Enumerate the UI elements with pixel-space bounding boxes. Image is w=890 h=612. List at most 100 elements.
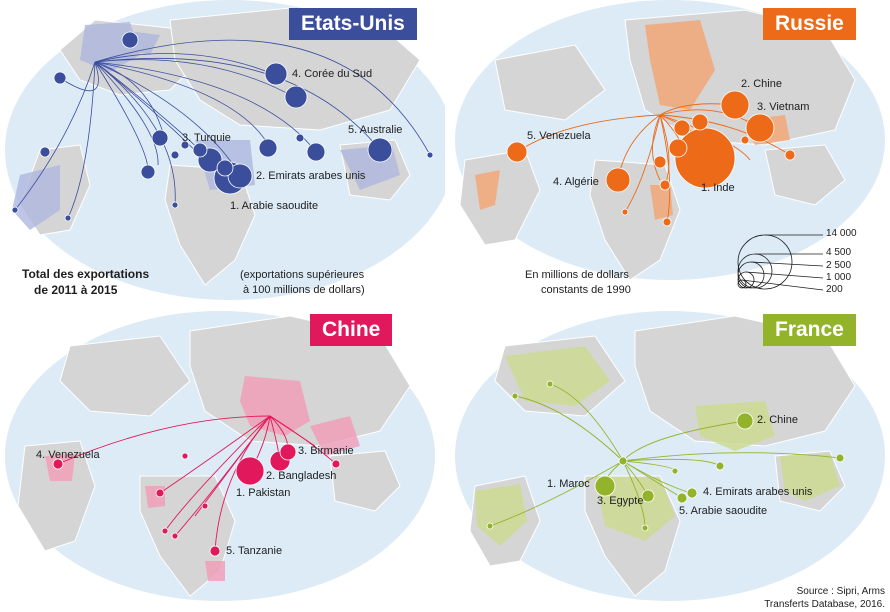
size-legend xyxy=(737,234,824,291)
units-note-line1: En millions de dollars xyxy=(525,269,629,281)
bubble-maroc xyxy=(594,475,616,497)
bubble-japon xyxy=(284,85,308,109)
usa-label-turquie: 3. Turquie xyxy=(182,132,231,144)
china-label-bangladesh: 2. Bangladesh xyxy=(266,470,337,482)
bubble-maroc xyxy=(171,201,179,209)
bubble-afrique-du-sud xyxy=(641,524,649,532)
bubble-tanzanie xyxy=(209,545,221,557)
usa-label-emirats: 2. Emirats arabes unis xyxy=(256,170,366,182)
bubble-bresil xyxy=(11,206,19,214)
bubble-egypte xyxy=(641,489,655,503)
bubble-nigeria xyxy=(621,208,629,216)
bubble-canada xyxy=(121,31,139,49)
source-line1: Source : Sipri, Arms xyxy=(796,586,885,597)
china-label-pakistan: 1. Pakistan xyxy=(236,487,291,499)
china-label-birmanie: 3. Birmanie xyxy=(298,445,354,457)
bubble-singapour xyxy=(835,453,845,463)
china-shaded-countries xyxy=(45,376,360,581)
units-note-line2: constants de 1990 xyxy=(541,284,631,296)
russia-label-venezuela: 5. Venezuela xyxy=(527,130,591,142)
france-panel: France 2. Chine 1. Maroc 3. Egypte 4. Em… xyxy=(445,306,890,612)
bubble-chili xyxy=(64,214,72,222)
bubble-birmanie xyxy=(279,443,297,461)
bubble-emirats-arabes-unis xyxy=(227,163,253,189)
russia-panel: Russie 2. Chine 3. Vietnam 5. Venezuela … xyxy=(445,0,890,306)
china-title: Chine xyxy=(310,314,393,346)
russia-label-chine: 2. Chine xyxy=(741,78,782,90)
total-exports-line2: de 2011 à 2015 xyxy=(34,283,118,297)
bubble-egypte xyxy=(140,164,156,180)
legend-value-1000: 1 000 xyxy=(826,272,852,283)
bubble-venezuela xyxy=(506,141,528,163)
bubble-australie xyxy=(367,137,393,163)
legend-value-200: 200 xyxy=(826,284,843,295)
russia-export-bubbles xyxy=(506,90,796,227)
usa-panel: Etats-Unis 4. Corée du Sud 3. Turquie 5.… xyxy=(0,0,445,306)
bubble-qatar xyxy=(671,467,679,475)
bubble-irak xyxy=(668,138,688,158)
threshold-note-line2: à 100 millions de dollars) xyxy=(243,284,365,296)
total-exports-line1: Total des exportations xyxy=(22,267,150,281)
bubble-venezuela xyxy=(52,458,64,470)
usa-map xyxy=(0,0,445,306)
usa-label-arabie-saoudite: 1. Arabie saoudite xyxy=(230,200,319,212)
russia-label-inde: 1. Inde xyxy=(701,182,735,194)
bubble-france xyxy=(618,456,628,466)
bubble-nigeria xyxy=(155,488,165,498)
france-label-egypte: 3. Egypte xyxy=(597,495,644,507)
bubble-singapour xyxy=(295,133,305,143)
bubble-chine xyxy=(720,90,750,120)
russia-title: Russie xyxy=(763,8,856,40)
bubble-kazakhstan xyxy=(691,113,709,131)
bubble-syrie xyxy=(653,155,667,169)
bubble-bresil xyxy=(486,522,494,530)
russia-map xyxy=(445,0,890,306)
china-panel: Chine 4. Venezuela 3. Birmanie 2. Bangla… xyxy=(0,306,445,612)
threshold-note-line1: (exportations supérieures xyxy=(240,269,365,281)
france-label-emirats: 4. Emirats arabes unis xyxy=(703,486,813,498)
france-shaded-countries xyxy=(475,346,840,546)
legend-value-4500: 4 500 xyxy=(826,247,852,258)
russia-label-algerie: 4. Algérie xyxy=(553,176,599,188)
bubble-inde xyxy=(715,461,725,471)
bubble-pakistan xyxy=(235,456,265,486)
bubble-myanmar xyxy=(740,135,750,145)
france-label-maroc: 1. Maroc xyxy=(547,478,590,490)
bubble-indonesie xyxy=(784,149,796,161)
russia-label-vietnam: 3. Vietnam xyxy=(757,101,810,113)
china-label-venezuela: 4. Venezuela xyxy=(36,449,100,461)
france-map xyxy=(445,306,890,612)
china-export-bubbles xyxy=(52,443,341,557)
bubble-ouganda xyxy=(662,217,672,227)
bubble-chine xyxy=(736,412,754,430)
bubble-emirats-arabes-unis xyxy=(686,487,698,499)
bubble-qatar xyxy=(216,159,234,177)
bubble-soudan xyxy=(201,502,209,510)
usa-label-coree-du-sud: 4. Corée du Sud xyxy=(292,68,373,80)
bubble-algerie xyxy=(181,452,189,460)
legend-value-14000: 14 000 xyxy=(826,228,857,239)
bubble-egypte xyxy=(659,179,671,191)
bubble-irak xyxy=(192,142,208,158)
bubble-arabie-saoudite xyxy=(676,492,688,504)
legend-value-2500: 2 500 xyxy=(826,260,852,271)
bubble-indonesie xyxy=(331,459,341,469)
bubble-pakistan xyxy=(170,150,180,160)
bubble-cameroun xyxy=(161,527,169,535)
bubble-taiwan xyxy=(306,142,326,162)
bubble-coree-du-sud xyxy=(264,62,288,86)
china-map xyxy=(0,306,445,612)
bubble-turquie xyxy=(151,129,169,147)
bubble-inde xyxy=(674,127,736,189)
france-export-bubbles xyxy=(486,380,845,532)
bubble-oman xyxy=(180,140,190,150)
source-line2: Transferts Database, 2016. xyxy=(764,599,885,610)
bubble-mexique xyxy=(39,146,51,158)
bubble-royaume-uni xyxy=(53,71,67,85)
bubble-angola xyxy=(171,532,179,540)
usa-label-australie: 5. Australie xyxy=(348,124,403,136)
china-label-tanzanie: 5. Tanzanie xyxy=(226,545,283,557)
bubble-inde xyxy=(258,138,278,158)
usa-title: Etats-Unis xyxy=(289,8,417,40)
france-label-arabie-saoudite: 5. Arabie saoudite xyxy=(679,505,768,517)
